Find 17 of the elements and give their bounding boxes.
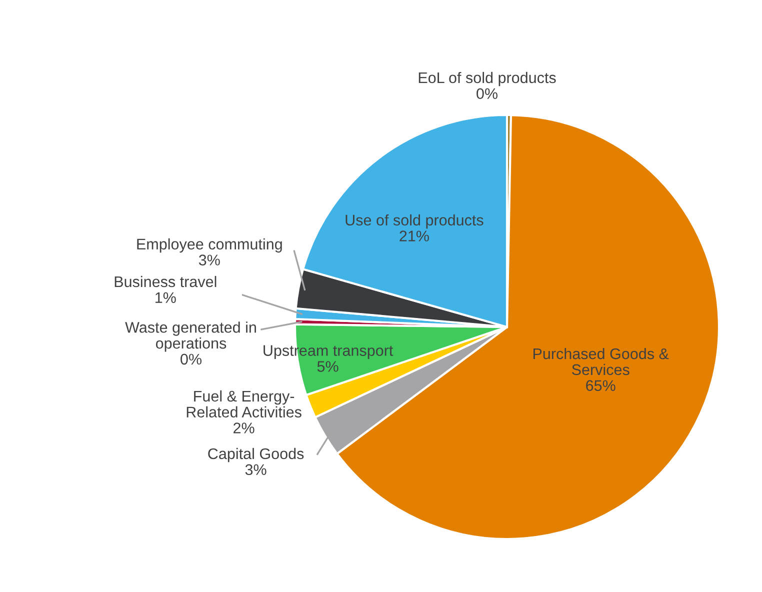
- legend-label: Capital Goods: [208, 448, 304, 462]
- slice-label: Fuel & Energy- Related Activities: [186, 390, 302, 418]
- slice-label: EoL of sold products: [418, 72, 556, 86]
- slice-label: Purchased Goods & Services: [533, 348, 669, 376]
- data-label: 3%: [198, 254, 220, 266]
- slice-label: Employee commuting: [137, 238, 282, 253]
- slice-label: Use of sold products: [346, 214, 484, 229]
- data-label: 0%: [476, 88, 498, 100]
- data-label: 3%: [245, 464, 266, 476]
- data-label: 21%: [400, 230, 429, 242]
- slice-label: Business travel: [114, 276, 216, 288]
- data-label: 65%: [586, 380, 616, 392]
- data-label: 1%: [156, 292, 176, 303]
- data-label: 5%: [317, 361, 338, 372]
- slice-label: Waste generated in operations: [125, 322, 256, 352]
- data-label: 2%: [234, 422, 254, 434]
- data-label: 0%: [180, 354, 202, 365]
